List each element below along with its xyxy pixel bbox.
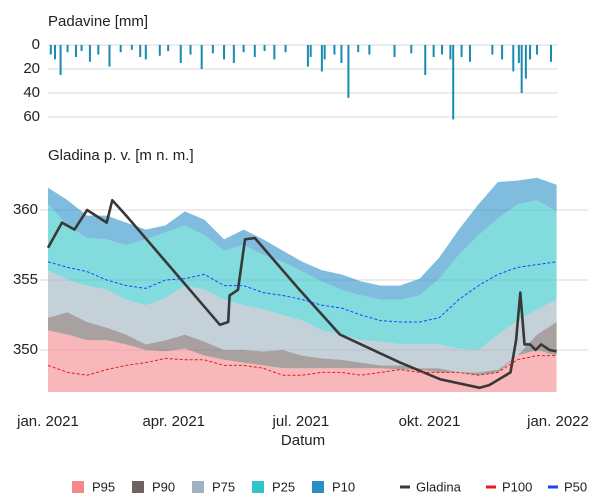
precip-bar bbox=[340, 45, 343, 63]
precip-bar bbox=[88, 45, 91, 62]
precip-bar bbox=[347, 45, 350, 98]
precip-bar bbox=[66, 45, 69, 53]
y-tick-label: 20 bbox=[23, 60, 40, 77]
y-tick-label: 60 bbox=[23, 108, 40, 125]
precip-bar bbox=[393, 45, 396, 57]
x-tick-label: apr. 2021 bbox=[142, 413, 205, 430]
x-tick-label: jan. 2022 bbox=[526, 413, 589, 430]
precip-bar bbox=[432, 45, 435, 57]
legend-swatch bbox=[312, 481, 324, 493]
legend-swatch bbox=[72, 481, 84, 493]
legend-label: P75 bbox=[212, 479, 235, 493]
y-tick-label: 40 bbox=[23, 84, 40, 101]
legend-swatch bbox=[192, 481, 204, 493]
percentile-band bbox=[48, 330, 557, 392]
y-tick-label: 355 bbox=[13, 271, 38, 288]
precip-bar bbox=[263, 45, 266, 51]
precip-bar bbox=[59, 45, 62, 75]
precip-bar bbox=[200, 45, 203, 69]
precip-bar bbox=[74, 45, 77, 57]
precip-bar bbox=[158, 45, 161, 56]
percentile-band bbox=[48, 177, 557, 300]
x-tick-label: okt. 2021 bbox=[399, 413, 461, 430]
y-tick-label: 0 bbox=[32, 36, 40, 53]
x-tick-label: jul. 2021 bbox=[272, 413, 330, 430]
legend-label: P25 bbox=[272, 479, 295, 493]
precip-bar bbox=[130, 45, 133, 50]
precip-bar bbox=[524, 45, 527, 79]
precip-bar bbox=[424, 45, 427, 75]
precip-bar bbox=[323, 45, 326, 60]
legend-label: P10 bbox=[332, 479, 355, 493]
precip-bar bbox=[49, 45, 52, 55]
precip-bar bbox=[320, 45, 323, 72]
legend-label: Gladina bbox=[416, 479, 462, 493]
precip-bar bbox=[536, 45, 539, 55]
precip-title: Padavine [mm] bbox=[48, 13, 148, 30]
precip-bar bbox=[491, 45, 494, 55]
precip-bar bbox=[520, 45, 523, 93]
legend-label: P90 bbox=[152, 479, 175, 493]
precip-bar bbox=[53, 45, 56, 60]
precip-bar bbox=[223, 45, 226, 60]
precip-bar bbox=[189, 45, 192, 55]
precip-bar bbox=[119, 45, 122, 53]
legend: P95 P90 P75 P25 P10 Gladina P100 P50 bbox=[72, 479, 587, 493]
precip-bar bbox=[284, 45, 287, 53]
percentile-line bbox=[47, 355, 557, 376]
precip-bar bbox=[410, 45, 413, 54]
y-tick-label: 360 bbox=[13, 201, 38, 218]
x-tick-label: jan. 2021 bbox=[16, 413, 79, 430]
precip-bar bbox=[550, 45, 553, 62]
precip-bar bbox=[529, 45, 532, 60]
y-tick-label: 350 bbox=[13, 341, 38, 358]
precip-bar bbox=[368, 45, 371, 55]
legend-swatch bbox=[252, 481, 264, 493]
precip-bar bbox=[273, 45, 276, 60]
precip-bar bbox=[501, 45, 504, 60]
precip-bar bbox=[179, 45, 182, 63]
precip-bar bbox=[108, 45, 111, 67]
precip-bar bbox=[357, 45, 360, 53]
precip-bar bbox=[468, 45, 471, 62]
precip-bar bbox=[144, 45, 147, 60]
precip-bar bbox=[139, 45, 142, 57]
level-line bbox=[46, 198, 557, 390]
precip-bar bbox=[97, 45, 100, 55]
percentile-line bbox=[47, 261, 557, 323]
precip-bar bbox=[441, 45, 444, 55]
legend-swatch bbox=[132, 481, 144, 493]
precip-bar bbox=[333, 45, 336, 55]
precip-bar bbox=[449, 45, 452, 60]
precip-bar bbox=[242, 45, 245, 53]
precip-bar bbox=[306, 45, 309, 67]
level-title: Gladina p. v. [m n. m.] bbox=[48, 147, 194, 164]
legend-label: P100 bbox=[502, 479, 532, 493]
x-axis-label: Datum bbox=[281, 432, 325, 449]
precip-bar bbox=[80, 45, 83, 51]
precip-bar bbox=[253, 45, 256, 57]
precip-bar bbox=[232, 45, 235, 63]
precip-bar bbox=[517, 45, 520, 63]
precip-bar bbox=[512, 45, 515, 72]
precip-bar bbox=[452, 45, 455, 120]
precip-bar bbox=[309, 45, 312, 57]
percentile-band bbox=[48, 200, 557, 350]
precip-bar bbox=[167, 45, 170, 51]
legend-label: P50 bbox=[564, 479, 587, 493]
precip-bar bbox=[211, 45, 214, 54]
percentile-band bbox=[48, 270, 557, 373]
percentile-band bbox=[48, 312, 557, 376]
legend-label: P95 bbox=[92, 479, 115, 493]
precip-bar bbox=[460, 45, 463, 57]
